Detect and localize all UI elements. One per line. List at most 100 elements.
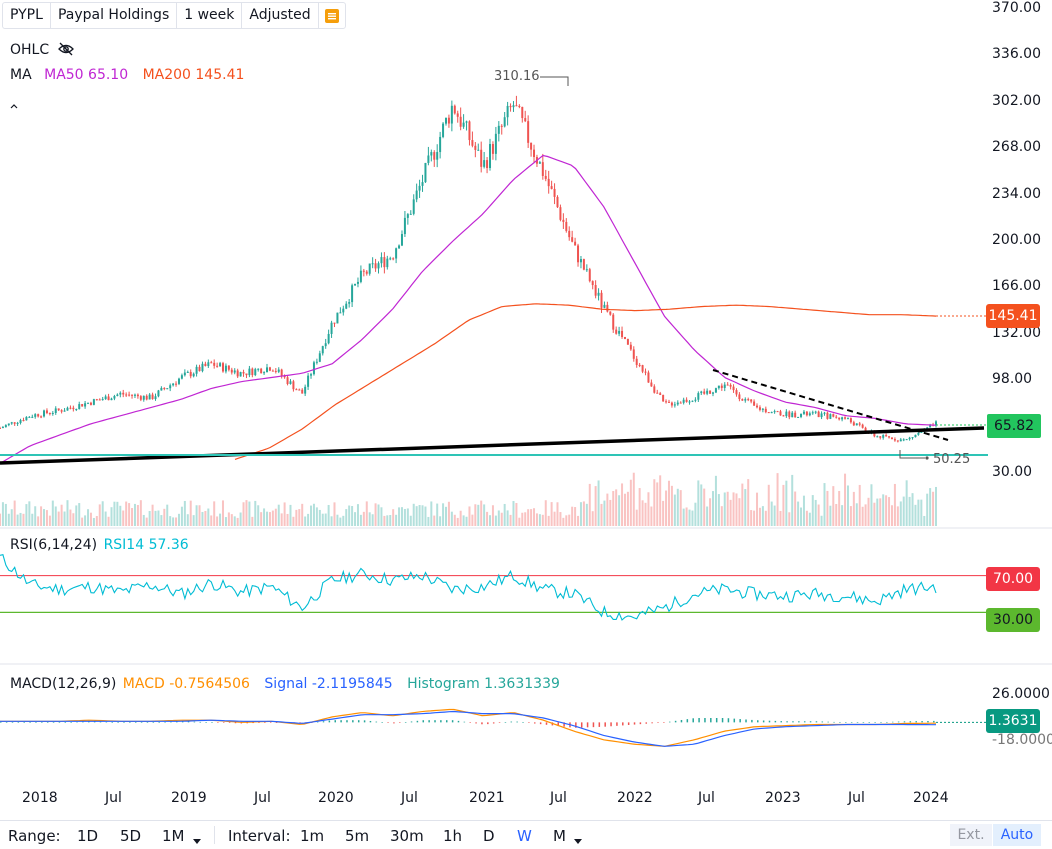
volume-bar [339,517,342,526]
candle-body [920,431,923,433]
interval-m[interactable]: M [553,827,566,845]
macd-histogram-bar [387,722,389,723]
volume-bar [266,511,269,526]
volume-bar [597,480,600,526]
candle-body [189,371,192,377]
volume-bar [374,503,377,526]
volume-bar [63,511,66,526]
macd-histogram-bar [193,721,196,723]
candle-body [351,285,354,303]
candle-body [618,330,621,334]
macd-histogram-bar [727,718,730,723]
volume-bar [406,508,409,526]
candle-body [183,372,186,376]
interval-1m[interactable]: 1m [300,827,325,845]
macd-histogram-bar [850,722,853,723]
candle-body [383,257,386,268]
volume-bar [723,492,726,526]
macd-histogram-bar [475,722,477,724]
candle-body [761,408,764,410]
caret-down-icon-2[interactable] [574,830,582,849]
volume-bar [644,502,647,526]
candle-body [16,422,19,424]
range-1d[interactable]: 1D [77,827,99,845]
interval-button[interactable]: 1 week [177,3,243,28]
candle-body [914,434,917,438]
candle-body [538,162,541,164]
range-5d[interactable]: 5D [120,827,142,845]
candle-body [882,435,885,438]
candle-body [424,162,427,183]
macd-histogram-bar [909,721,912,723]
rsi-lower-tag: 30.00 [986,608,1040,632]
candle-body [638,364,641,366]
candle-body [480,149,483,167]
range-1m[interactable]: 1M [162,827,185,845]
volume-bar [932,491,935,526]
volume-bar [623,493,626,526]
volume-bar [216,516,219,526]
candle-body [720,385,723,388]
volume-bar [641,500,644,526]
macd-histogram-bar [234,722,237,724]
volume-bar [706,506,709,526]
macd-histogram-bar [340,720,342,723]
ext-toggle[interactable]: Ext. [950,824,992,846]
candle-body [166,388,169,390]
candle-body [398,245,401,249]
candle-body [647,372,650,383]
caret-down-icon[interactable] [193,830,201,849]
macd-histogram-bar [798,721,800,723]
candle-body [315,361,318,363]
interval-30m[interactable]: 30m [390,827,424,845]
volume-bar [333,502,336,526]
volume-bar [538,514,541,526]
macd-histogram-bar [35,722,37,723]
macd-histogram-bar [369,720,372,723]
volume-bar [667,480,670,526]
interval-1h[interactable]: 1h [443,827,463,845]
price-chart[interactable] [0,0,1052,820]
volume-bar [433,515,436,526]
candle-body [101,399,104,401]
interval-w[interactable]: W [517,827,532,845]
candle-body [826,412,829,419]
candle-body [632,349,635,359]
volume-bar [48,515,51,526]
volume-bar [926,493,929,526]
candle-body [72,407,75,410]
volume-bar [66,500,69,526]
candle-body [703,391,706,394]
macd-histogram-bar [457,720,460,723]
volume-bar [442,503,445,526]
macd-histogram-bar [469,722,471,723]
candle-body [395,248,398,259]
candle-body [506,105,509,118]
volume-bar [914,504,917,526]
candle-body [362,270,365,272]
interval-d[interactable]: D [483,827,495,845]
list-icon[interactable] [319,3,345,28]
interval-5m[interactable]: 5m [345,827,370,845]
high-annotation: 310.16 [494,69,540,84]
volume-bar [638,488,641,526]
symbol-button[interactable]: PYPL [3,3,51,28]
ohlc-legend: OHLC [10,42,74,60]
candle-body [729,384,732,387]
macd-histogram-bar [463,721,466,723]
candle-body [603,304,606,308]
volume-bar [439,516,442,526]
candle-body [832,414,835,417]
auto-toggle[interactable]: Auto [993,824,1041,846]
volume-bar [354,512,357,526]
eye-off-icon[interactable] [57,42,74,60]
company-name[interactable]: Paypal Holdings [51,3,178,28]
macd-histogram-bar [334,720,336,723]
adjust-button[interactable]: Adjusted [242,3,319,28]
chevron-up-icon[interactable] [9,95,19,114]
candle-body [629,344,632,350]
candle-body [277,369,280,372]
macd-histogram-bar [487,722,489,725]
macd-histogram-bar [627,722,630,725]
volume-bar [22,513,25,526]
